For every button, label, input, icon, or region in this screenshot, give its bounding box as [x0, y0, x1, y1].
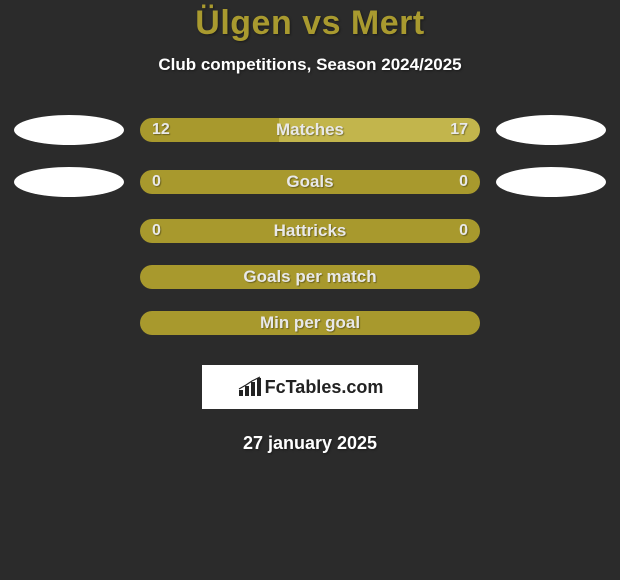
stat-bar: Goals per match: [140, 265, 480, 289]
bar-label: Matches: [276, 120, 344, 140]
stat-bar: 12 Matches 17: [140, 118, 480, 142]
date-line: 27 january 2025: [0, 433, 620, 454]
stat-bar: Min per goal: [140, 311, 480, 335]
subtitle: Club competitions, Season 2024/2025: [0, 55, 620, 75]
bar-label: Goals: [286, 172, 333, 192]
bar-chart-icon: [237, 376, 263, 398]
comparison-container: Ülgen vs Mert Club competitions, Season …: [0, 0, 620, 454]
stat-row: Min per goal: [0, 311, 620, 335]
stat-row: 12 Matches 17: [0, 115, 620, 145]
logo-text: FcTables.com: [265, 377, 384, 398]
bar-value-right: 0: [459, 173, 468, 191]
bar-value-left: 0: [152, 222, 161, 240]
bar-fill-right: [310, 170, 480, 194]
bar-label: Min per goal: [260, 313, 360, 333]
player-ellipse-right: [496, 115, 606, 145]
stats-area: 12 Matches 17 0 Goals 0 0 Hattricks 0 Goals per m…: [0, 115, 620, 335]
bar-value-right: 0: [459, 222, 468, 240]
page-title: Ülgen vs Mert: [0, 4, 620, 43]
player-ellipse-left: [14, 115, 124, 145]
player-ellipse-right: [496, 167, 606, 197]
bar-fill-left: [140, 170, 310, 194]
bar-label: Goals per match: [243, 267, 376, 287]
bar-value-left: 0: [152, 173, 161, 191]
logo-box[interactable]: FcTables.com: [202, 365, 418, 409]
player-ellipse-left: [14, 167, 124, 197]
bar-value-right: 17: [450, 121, 468, 139]
stat-row: 0 Goals 0: [0, 167, 620, 197]
bar-value-left: 12: [152, 121, 170, 139]
stat-row: Goals per match: [0, 265, 620, 289]
stat-bar: 0 Hattricks 0: [140, 219, 480, 243]
stat-bar: 0 Goals 0: [140, 170, 480, 194]
logo-inner: FcTables.com: [237, 376, 384, 398]
bar-label: Hattricks: [274, 221, 347, 241]
stat-row: 0 Hattricks 0: [0, 219, 620, 243]
